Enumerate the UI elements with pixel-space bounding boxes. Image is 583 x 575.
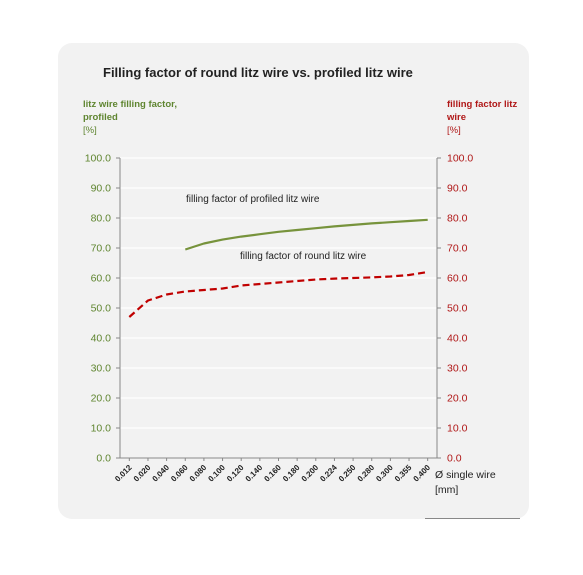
right-y-tick-label: 10.0 — [447, 423, 468, 435]
left-y-tick-label: 90.0 — [91, 183, 112, 195]
x-axis-label: Ø single wire — [435, 469, 496, 481]
left-y-tick-label: 20.0 — [91, 393, 112, 405]
right-axis-unit: [%] — [447, 125, 461, 136]
x-tick-label: 0.060 — [169, 463, 190, 484]
x-tick-label: 0.250 — [337, 463, 358, 484]
right-y-tick-label: 20.0 — [447, 393, 468, 405]
right-y-tick-label: 100.0 — [447, 153, 473, 165]
left-y-tick-label: 30.0 — [91, 363, 112, 375]
right-y-tick-label: 90.0 — [447, 183, 468, 195]
left-y-tick-label: 0.0 — [96, 453, 111, 465]
x-axis-unit: [mm] — [435, 484, 459, 496]
left-axis-label: litz wire filling factor, profiled — [83, 99, 177, 123]
left-y-tick-label: 50.0 — [91, 303, 112, 315]
left-y-tick-label: 100.0 — [85, 153, 111, 165]
right-axis-label: filling factor litz wire — [447, 99, 518, 123]
left-y-tick-label: 70.0 — [91, 243, 112, 255]
x-tick-label: 0.012 — [113, 463, 134, 484]
series-line-profiled — [184, 218, 428, 251]
right-y-tick-label: 70.0 — [447, 243, 468, 255]
x-tick-label: 0.355 — [393, 463, 414, 484]
x-tick-label: 0.280 — [356, 463, 377, 484]
x-tick-label: 0.300 — [374, 463, 395, 484]
x-tick-label: 0.080 — [188, 463, 209, 484]
left-y-tick-label: 40.0 — [91, 333, 112, 345]
left-y-tick-label: 80.0 — [91, 213, 112, 225]
chart-title: Filling factor of round litz wire vs. pr… — [103, 65, 413, 80]
right-y-tick-label: 60.0 — [447, 273, 468, 285]
x-tick-label: 0.120 — [225, 463, 246, 484]
x-tick-label: 0.180 — [281, 463, 302, 484]
x-axis-title: Ø single wire [mm] — [435, 468, 496, 498]
right-y-tick-label: 30.0 — [447, 363, 468, 375]
x-tick-label: 0.040 — [151, 463, 172, 484]
x-tick-label: 0.400 — [412, 463, 433, 484]
left-y-tick-label: 60.0 — [91, 273, 112, 285]
right-y-tick-label: 50.0 — [447, 303, 468, 315]
annotation-profiled: filling factor of profiled litz wire — [186, 194, 320, 205]
right-y-tick-label: 40.0 — [447, 333, 468, 345]
right-y-tick-label: 0.0 — [447, 453, 462, 465]
chart-panel — [58, 43, 529, 519]
right-y-tick-label: 80.0 — [447, 213, 468, 225]
x-tick-label: 0.100 — [206, 463, 227, 484]
x-tick-label: 0.224 — [318, 463, 339, 484]
series-line-round — [128, 270, 428, 318]
left-y-tick-label: 10.0 — [91, 423, 112, 435]
annotation-round: filling factor of round litz wire — [240, 251, 367, 262]
x-tick-label: 0.140 — [244, 463, 265, 484]
x-tick-label: 0.160 — [262, 463, 283, 484]
left-axis-unit: [%] — [83, 125, 97, 136]
x-tick-label: 0.020 — [132, 463, 153, 484]
x-tick-label: 0.200 — [300, 463, 321, 484]
left-axis-title: litz wire filling factor, profiled [%] — [83, 98, 203, 137]
bottom-rule — [425, 518, 520, 519]
right-axis-title: filling factor litz wire [%] — [447, 98, 527, 137]
